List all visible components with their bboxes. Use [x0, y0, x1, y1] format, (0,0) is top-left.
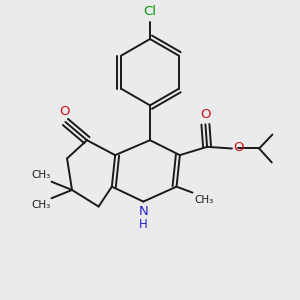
Text: CH₃: CH₃ [31, 170, 50, 180]
Text: N: N [139, 205, 148, 218]
Text: Cl: Cl [143, 5, 157, 18]
Text: O: O [233, 141, 244, 154]
Text: CH₃: CH₃ [194, 195, 214, 205]
Text: CH₃: CH₃ [31, 200, 50, 210]
Text: O: O [59, 105, 69, 118]
Text: H: H [139, 218, 148, 230]
Text: O: O [200, 108, 211, 121]
